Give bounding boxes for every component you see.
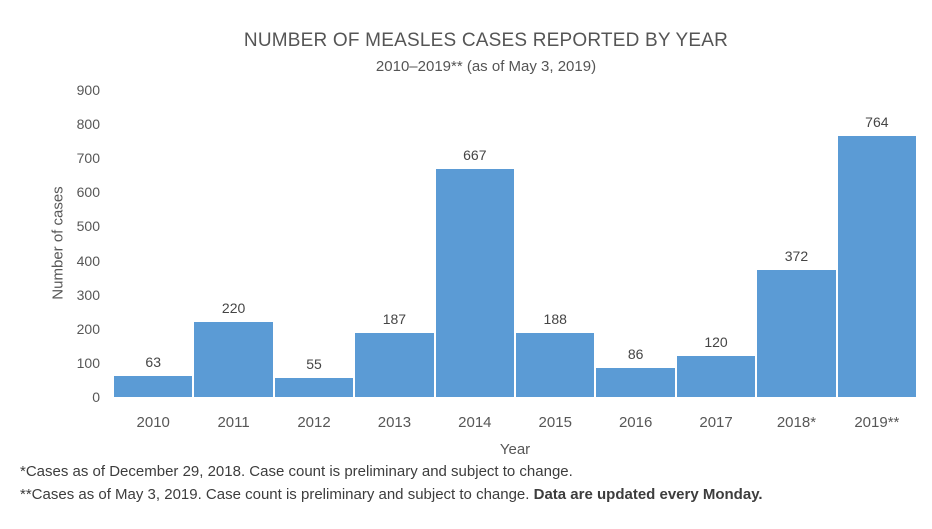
bar-slot-2015: 188 bbox=[515, 90, 595, 397]
bar-slot-2010: 63 bbox=[113, 90, 193, 397]
bar-value-label: 55 bbox=[306, 356, 322, 373]
y-tick-label: 200 bbox=[76, 320, 100, 337]
x-tick-label: 2011 bbox=[217, 414, 250, 431]
bar-slot-2018*: 372 bbox=[756, 90, 836, 397]
bar-value-label: 372 bbox=[784, 248, 809, 265]
x-tick-label: 2016 bbox=[618, 414, 653, 431]
x-tick-label: 2017 bbox=[699, 414, 733, 431]
bar-slot-2013: 187 bbox=[354, 90, 434, 397]
bar bbox=[596, 367, 675, 397]
bar-value-label: 220 bbox=[221, 299, 246, 316]
bar-slot-2019**: 764 bbox=[837, 90, 917, 397]
bar bbox=[516, 332, 595, 397]
plot-area: 63 220 55 187 667 188 86 120 372 764 bbox=[113, 90, 917, 397]
y-tick-label: 100 bbox=[76, 354, 100, 371]
bar bbox=[355, 333, 434, 397]
y-axis-ticks: 0 100 200 300 400 500 600 700 800 900 bbox=[0, 82, 100, 405]
x-tick-label: 2012 bbox=[297, 414, 331, 431]
x-tick-label: 2018* bbox=[776, 414, 817, 431]
bar-slot-2011: 220 bbox=[193, 90, 273, 397]
bar bbox=[676, 356, 756, 397]
y-tick-label: 900 bbox=[76, 82, 100, 98]
chart-subtitle: 2010–2019** (as of May 3, 2019) bbox=[375, 58, 597, 75]
bar-slot-2016: 86 bbox=[595, 90, 675, 397]
x-axis-title: Year bbox=[499, 441, 531, 458]
footnote-1: *Cases as of December 29, 2018. Case cou… bbox=[20, 463, 573, 480]
bar-value-label: 188 bbox=[543, 310, 567, 327]
y-tick-label: 700 bbox=[76, 150, 100, 167]
bar-value-label: 86 bbox=[627, 345, 644, 362]
bar bbox=[194, 321, 273, 397]
x-tick-label: 2015 bbox=[538, 414, 572, 431]
footnote-2: **Cases as of May 3, 2019. Case count is… bbox=[20, 483, 920, 506]
bar-slot-2012: 55 bbox=[274, 90, 354, 397]
x-tick-label: 2019** bbox=[854, 414, 900, 431]
bar bbox=[435, 169, 515, 397]
bar bbox=[757, 270, 836, 397]
footnote-2-text: **Cases as of May 3, 2019. Case count is… bbox=[20, 486, 534, 503]
y-tick-label: 300 bbox=[76, 286, 100, 303]
bar-value-label: 120 bbox=[704, 334, 728, 351]
bar bbox=[114, 375, 193, 397]
y-tick-label: 500 bbox=[76, 218, 100, 235]
y-tick-label: 400 bbox=[76, 252, 100, 269]
bar bbox=[274, 378, 354, 397]
bar-value-label: 764 bbox=[865, 114, 889, 131]
y-tick-label: 600 bbox=[76, 184, 100, 201]
bar bbox=[837, 136, 917, 397]
bar-value-label: 187 bbox=[382, 311, 407, 328]
x-axis-ticks: 2010 2011 2012 2013 2014 2015 2016 2017 2018* 201… bbox=[113, 414, 917, 431]
footnote-2-bold: Data are updated every Monday. bbox=[533, 486, 763, 503]
bar-value-label: 667 bbox=[463, 147, 487, 164]
y-tick-label: 800 bbox=[76, 116, 100, 133]
bar-slot-2014: 667 bbox=[435, 90, 515, 397]
bar-value-label: 63 bbox=[145, 353, 161, 370]
footnotes: *Cases as of December 29, 2018. Case cou… bbox=[20, 460, 920, 506]
x-tick-label: 2010 bbox=[136, 414, 170, 431]
y-tick-label: 0 bbox=[92, 389, 100, 405]
x-tick-label: 2013 bbox=[377, 414, 412, 431]
x-tick-label: 2014 bbox=[458, 414, 492, 431]
chart-title: NUMBER OF MEASLES CASES REPORTED BY YEAR bbox=[243, 30, 729, 51]
bar-slot-2017: 120 bbox=[676, 90, 756, 397]
